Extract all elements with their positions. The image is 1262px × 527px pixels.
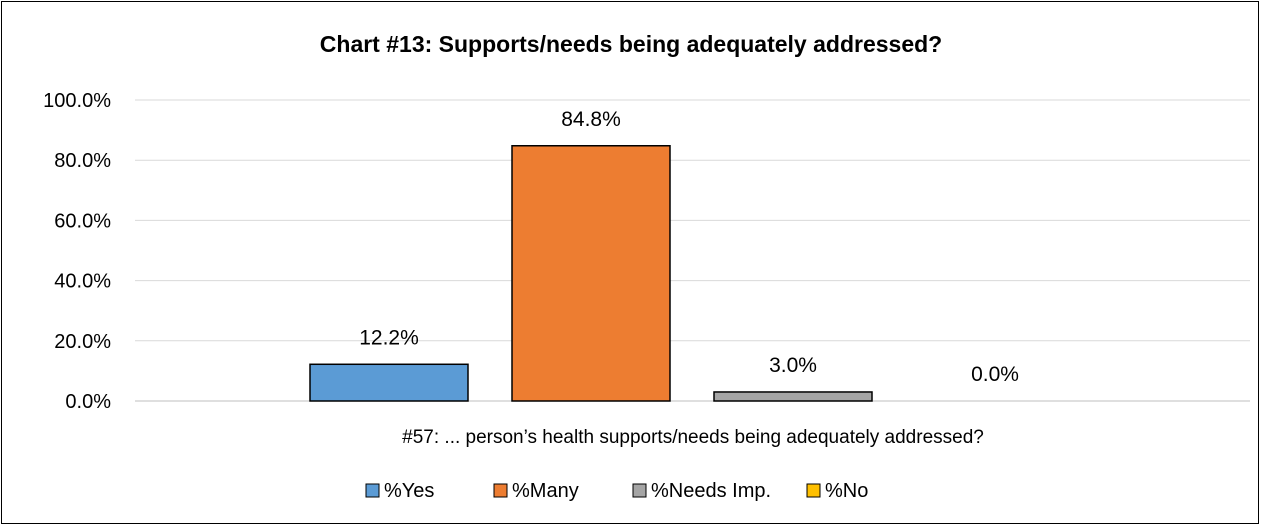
chart-title: Chart #13: Supports/needs being adequate… xyxy=(320,31,942,57)
x-axis-category-label: #57: ... person’s health supports/needs … xyxy=(402,427,984,448)
legend-entry: %Yes xyxy=(384,480,434,502)
y-tick-label: 20.0% xyxy=(54,331,111,353)
y-tick-label: 0.0% xyxy=(65,391,111,413)
legend-entry: %No xyxy=(825,480,868,502)
y-tick-label: 80.0% xyxy=(54,150,111,172)
bar-yes xyxy=(309,363,469,402)
y-tick-label: 60.0% xyxy=(54,210,111,232)
legend-swatch xyxy=(493,483,508,498)
data-label: 0.0% xyxy=(971,363,1019,386)
legend-swatch xyxy=(632,483,647,498)
legend-swatch xyxy=(806,483,821,498)
data-label: 12.2% xyxy=(359,326,419,349)
y-tick-label: 40.0% xyxy=(54,271,111,293)
bar-needs-imp xyxy=(713,391,873,402)
y-axis-ticks: 0.0% 20.0% 40.0% 60.0% 80.0% 100.0% xyxy=(43,90,111,413)
data-label: 3.0% xyxy=(769,354,817,377)
bars xyxy=(309,145,873,402)
legend: %Yes %Many %Needs Imp. %No xyxy=(365,480,868,502)
legend-swatch xyxy=(365,483,380,498)
y-tick-label: 100.0% xyxy=(43,90,111,112)
data-labels: 12.2% 84.8% 3.0% 0.0% xyxy=(359,108,1019,386)
data-label: 84.8% xyxy=(561,108,621,131)
legend-entry: %Many xyxy=(512,480,579,502)
bar-many xyxy=(511,145,671,402)
legend-entry: %Needs Imp. xyxy=(651,480,771,502)
gridlines xyxy=(135,99,1250,402)
